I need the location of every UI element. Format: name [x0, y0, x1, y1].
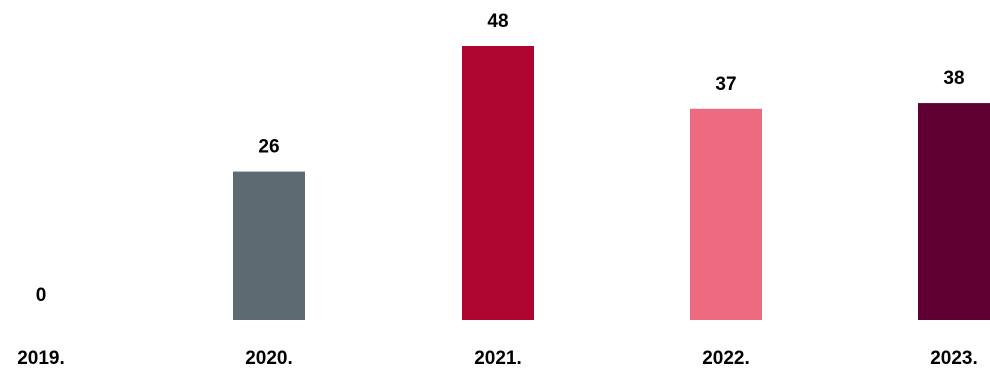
bar-2023: [918, 103, 990, 320]
bar-2020: [233, 171, 305, 320]
category-label-2021: 2021.: [474, 348, 522, 369]
category-label-2020: 2020.: [245, 348, 293, 369]
value-label-2019: 0: [36, 285, 47, 306]
bar-2021: [462, 46, 534, 320]
value-label-2022: 37: [715, 74, 736, 95]
value-label-2023: 38: [943, 68, 964, 89]
value-label-2020: 26: [258, 137, 279, 158]
category-label-2022: 2022.: [702, 348, 750, 369]
category-label-2019: 2019.: [17, 348, 65, 369]
category-label-2023: 2023.: [930, 348, 978, 369]
bar-2022: [690, 108, 762, 321]
value-label-2021: 48: [487, 11, 508, 32]
